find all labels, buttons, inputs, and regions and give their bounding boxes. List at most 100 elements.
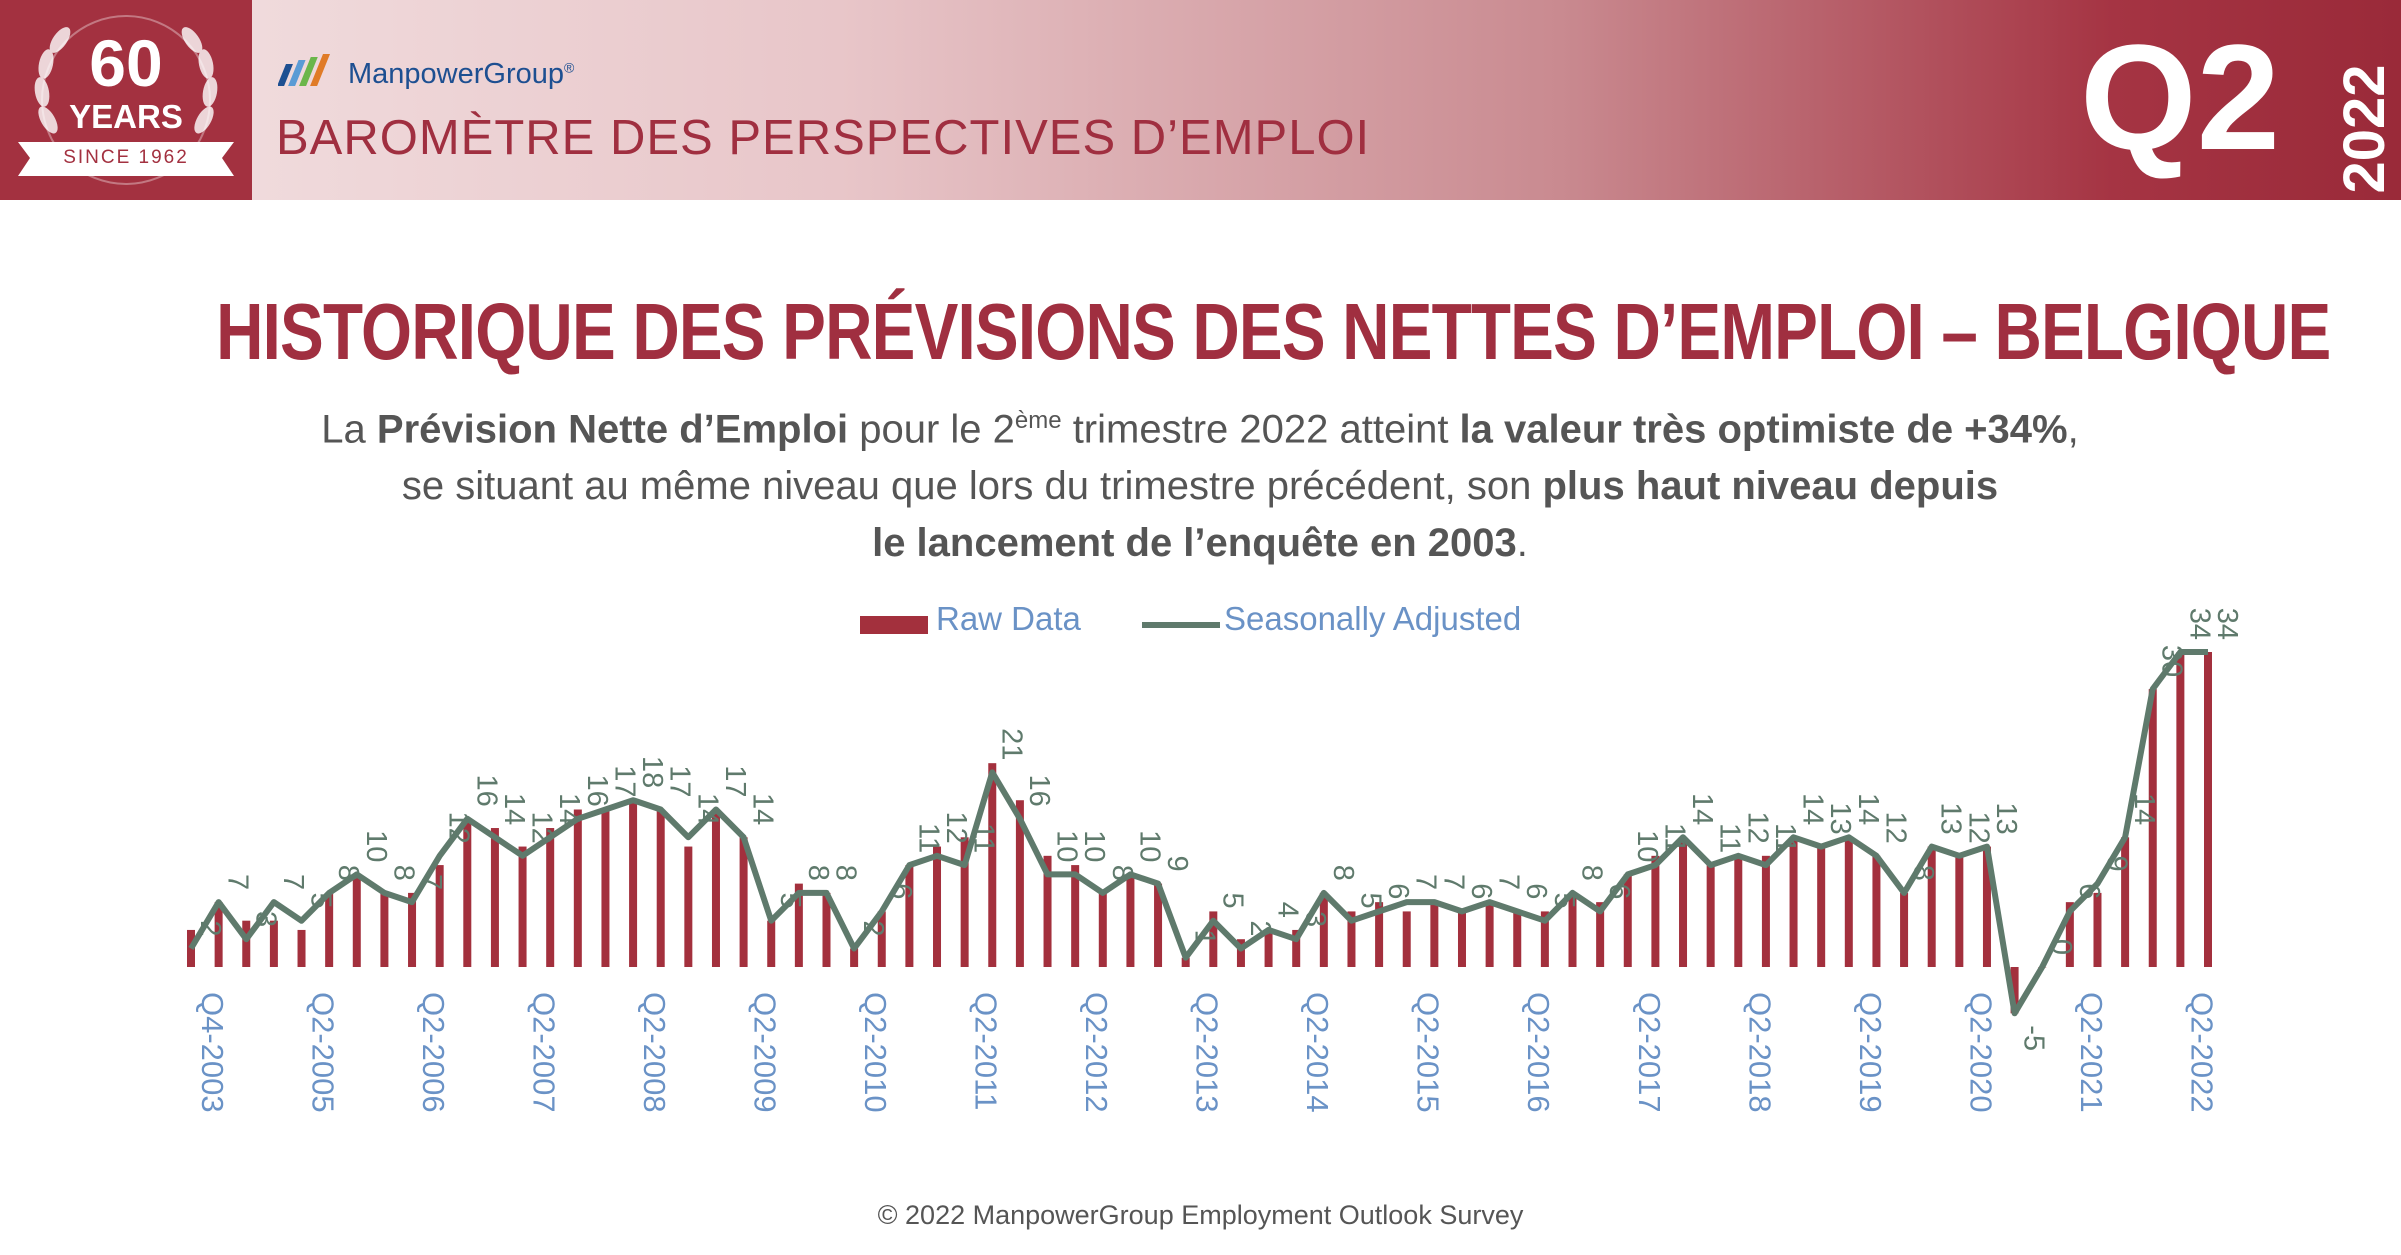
bar-raw-51 [1596,902,1605,967]
x-tick-label-17: Q2-2021 [2074,992,2109,1113]
data-label-25: 6 [885,883,917,899]
data-label-2: 3 [249,911,281,927]
bar-raw-4 [297,929,306,967]
page-title: HISTORIQUE DES PRÉVISIONS DES NETTES D’E… [216,287,2331,376]
data-label-65: 13 [1990,802,2022,834]
bar-raw-72 [2176,652,2185,967]
bar-raw-41 [1319,892,1328,967]
bar-raw-58 [1789,837,1798,967]
data-label-37: 5 [1216,893,1248,909]
bar-raw-26 [905,865,914,967]
data-label-41: 8 [1327,865,1359,881]
bar-raw-56 [1734,855,1743,967]
data-label-29: 21 [995,728,1027,760]
data-label-73: 34 [2211,608,2243,640]
bar-raw-29 [988,763,997,967]
bar-raw-66 [2010,967,2019,1014]
bar-raw-53 [1651,855,1660,967]
data-label-18: 14 [691,793,723,825]
bar-raw-27 [933,846,942,967]
bar-raw-59 [1817,846,1826,967]
bar-raw-47 [1485,902,1494,967]
bar-raw-16 [629,800,638,967]
bar-raw-20 [739,837,748,967]
bar-raw-24 [850,948,859,967]
bar-raw-28 [960,837,969,967]
bar-raw-22 [794,883,803,967]
data-label-55: 11 [1714,823,1746,853]
data-label-72: 34 [2183,608,2215,640]
bar-raw-43 [1375,902,1384,967]
data-label-35: 9 [1161,855,1193,871]
data-label-44: 7 [1410,874,1442,890]
data-label-0: 2 [194,920,226,936]
subtitle: La Prévision Nette d’Emploi pour le 2ème… [321,407,2079,566]
raw-data-bars [187,652,2212,1014]
data-label-15: 17 [609,765,641,797]
x-tick-label-4: Q2-2008 [637,992,672,1113]
data-label-63: 13 [1935,802,1967,834]
data-label-7: 8 [387,865,419,881]
bar-raw-17 [656,809,665,967]
x-tick-label-1: Q2-2005 [306,992,341,1113]
bar-raw-57 [1761,855,1770,967]
bar-raw-71 [2148,689,2157,967]
data-label-4: 5 [305,893,337,909]
barometer-title: BAROMÈTRE DES PERSPECTIVES D’EMPLOI [276,111,1371,165]
data-label-47: 7 [1493,874,1525,890]
bar-raw-69 [2093,892,2102,967]
bar-raw-25 [877,911,886,967]
data-label-48: 6 [1520,883,1552,899]
bar-raw-44 [1402,911,1411,967]
bar-raw-62 [1900,892,1909,967]
bar-raw-2 [242,920,251,967]
data-label-22: 8 [802,865,834,881]
anniversary-badge: 60 YEARS SINCE 1962 [0,0,252,200]
data-label-32: 10 [1078,830,1110,862]
data-label-38: 2 [1244,920,1276,936]
data-label-23: 8 [830,865,862,881]
legend-label-adjusted: Seasonally Adjusted [1224,600,1522,637]
bar-raw-70 [2121,837,2130,967]
bar-raw-15 [601,809,610,967]
bar-raw-5 [325,892,334,967]
data-label-70: 14 [2128,793,2160,825]
data-label-21: 5 [774,893,806,909]
bar-raw-8 [408,892,417,967]
data-label-53: 11 [1658,823,1690,853]
data-label-3: 7 [277,874,309,890]
x-tick-label-8: Q2-2012 [1079,992,1114,1113]
bar-raw-48 [1513,911,1522,967]
data-label-24: 2 [857,920,889,936]
badge-years: YEARS [69,98,183,135]
data-label-8: 7 [415,874,447,890]
legend-swatch-adjusted [1142,622,1220,628]
data-label-36: 1 [1189,930,1221,946]
bar-raw-39 [1264,929,1273,967]
data-label-43: 6 [1382,883,1414,899]
bar-raw-30 [1015,800,1024,967]
bar-raw-6 [352,874,361,967]
data-label-66: -5 [2018,1025,2050,1051]
data-label-13: 14 [553,793,585,825]
x-tick-label-12: Q2-2016 [1521,992,1556,1113]
bar-raw-52 [1623,874,1632,967]
data-label-56: 12 [1741,812,1773,844]
bar-raw-19 [711,809,720,967]
bar-raw-13 [546,828,555,967]
data-label-12: 12 [526,812,558,844]
data-label-57: 11 [1769,823,1801,853]
data-label-34: 10 [1133,830,1165,862]
bar-raw-21 [767,920,776,967]
bar-raw-10 [463,818,472,967]
x-axis-labels: Q4-2003 Q2-2005 Q2-2006 Q2-2007 Q2-2008 Q2-20… [195,992,2219,1113]
bar-raw-60 [1844,837,1853,967]
data-label-33: 8 [1106,865,1138,881]
bar-raw-31 [1043,855,1052,967]
legend-label-raw: Raw Data [936,600,1081,637]
bar-raw-42 [1347,911,1356,967]
bar-raw-73 [2204,652,2212,967]
data-label-60: 14 [1852,793,1884,825]
data-label-42: 5 [1355,893,1387,909]
data-label-54: 14 [1686,793,1718,825]
